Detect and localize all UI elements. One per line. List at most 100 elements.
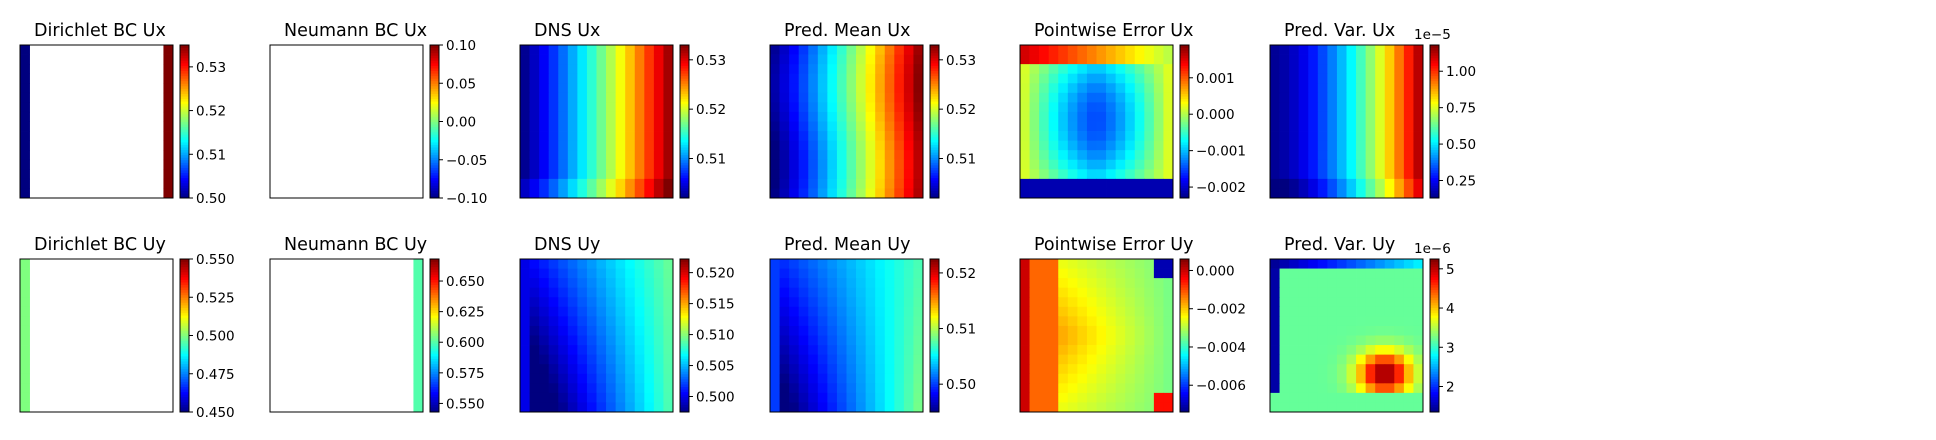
colorbar-segment <box>180 292 189 296</box>
heatmap-cell <box>1153 354 1164 365</box>
colorbar-segment <box>1180 274 1189 278</box>
colorbar-segment <box>680 406 689 410</box>
heatmap-cell <box>1086 45 1097 55</box>
colorbar-segment <box>180 134 189 138</box>
colorbar-segment <box>1180 338 1189 342</box>
heatmap-cell <box>1096 178 1107 189</box>
heatmap-cell <box>20 54 30 65</box>
heatmap-cell <box>1336 140 1347 151</box>
colorbar-segment <box>930 52 939 56</box>
heatmap-cell <box>577 287 588 298</box>
heatmap-cell <box>586 364 597 375</box>
heatmap-cell <box>817 306 828 317</box>
heatmap-cell <box>567 140 578 151</box>
heatmap-cell <box>1115 140 1126 151</box>
heatmap-cell <box>894 169 905 180</box>
heatmap-cell <box>894 335 905 346</box>
colorbar-segment <box>1180 45 1189 49</box>
heatmap-cell <box>1058 169 1069 180</box>
heatmap-cell <box>913 64 924 75</box>
heatmap-cell <box>1163 259 1174 269</box>
heatmap-cell <box>1413 121 1424 132</box>
heatmap-cell <box>548 45 559 55</box>
heatmap-cell <box>1308 354 1319 365</box>
colorbar-segment <box>430 180 439 184</box>
heatmap-cell <box>865 325 876 336</box>
heatmap-cell <box>1356 345 1367 356</box>
heatmap-cell <box>1134 92 1145 103</box>
colorbar-segment <box>430 266 439 270</box>
colorbar-segment <box>680 192 689 196</box>
heatmap-cell <box>1134 392 1145 403</box>
colorbar-segment <box>430 396 439 400</box>
colorbar-segment <box>680 124 689 128</box>
panel-empty-1: Neumann BC Ux−0.10−0.050.000.050.10 <box>269 21 487 207</box>
heatmap-cell <box>1289 92 1300 103</box>
colorbar-segment <box>180 325 189 329</box>
heatmap-cell <box>1096 345 1107 356</box>
heatmap-cell <box>903 402 914 413</box>
colorbar-tick-label: 0.510 <box>696 328 735 344</box>
colorbar-segment <box>1430 358 1439 362</box>
colorbar-segment <box>680 108 689 112</box>
colorbar-segment <box>930 391 939 395</box>
heatmap-cell <box>846 178 857 189</box>
heatmap-cell <box>1413 169 1424 180</box>
colorbar-segment <box>1180 152 1189 156</box>
heatmap-cell <box>1336 54 1347 65</box>
colorbar-segment <box>1430 284 1439 288</box>
colorbar-segment <box>930 195 939 199</box>
heatmap-cell <box>577 316 588 327</box>
heatmap-cell <box>798 169 809 180</box>
colorbar-segment <box>1180 169 1189 173</box>
heatmap-cell <box>1125 402 1136 413</box>
heatmap-cell <box>865 364 876 375</box>
heatmap-cell <box>1077 278 1088 289</box>
heatmap-cell <box>615 373 626 384</box>
heatmap-cell <box>1086 306 1097 317</box>
heatmap-cell <box>1327 178 1338 189</box>
colorbar-tick-label: −0.006 <box>1196 378 1246 394</box>
heatmap-cell <box>1039 306 1050 317</box>
colorbar-segment <box>1180 330 1189 334</box>
heatmap-cell <box>1115 345 1126 356</box>
heatmap-cell <box>596 297 607 308</box>
heatmap-cell <box>1163 392 1174 403</box>
heatmap-cell <box>875 297 886 308</box>
heatmap-cell <box>653 373 664 384</box>
heatmap-cell <box>1298 278 1309 289</box>
heatmap-cell <box>586 83 597 94</box>
colorbar-segment <box>1180 149 1189 153</box>
heatmap-cell <box>903 278 914 289</box>
heatmap-cell <box>663 131 674 142</box>
heatmap-cell <box>1086 392 1097 403</box>
heatmap-cell <box>644 297 655 308</box>
heatmap-cell <box>1077 92 1088 103</box>
colorbar-segment <box>430 276 439 280</box>
heatmap-cell <box>1039 45 1050 55</box>
colorbar-segment <box>1430 126 1439 130</box>
heatmap-cell <box>846 150 857 161</box>
heatmap-cell <box>770 287 780 298</box>
colorbar-segment <box>1180 345 1189 349</box>
colorbar-segment <box>930 266 939 270</box>
colorbar-segment <box>1180 75 1189 79</box>
heatmap-cell <box>520 54 530 65</box>
heatmap-cell <box>1308 73 1319 84</box>
colorbar-segment <box>1180 101 1189 105</box>
heatmap-cell <box>548 73 559 84</box>
heatmap-cell <box>520 92 530 103</box>
heatmap-cell <box>606 102 617 113</box>
heatmap-cell <box>1270 64 1280 75</box>
heatmap-cell <box>1134 345 1145 356</box>
heatmap-cell <box>1039 402 1050 413</box>
heatmap-cell <box>548 325 559 336</box>
colorbar-segment <box>1180 164 1189 168</box>
heatmap-cell <box>615 178 626 189</box>
colorbar-segment <box>430 60 439 64</box>
heatmap-cell <box>625 287 636 298</box>
heatmap-cell <box>1413 259 1424 269</box>
heatmap-cell <box>644 150 655 161</box>
colorbar-segment <box>430 355 439 359</box>
heatmap-cell <box>865 54 876 65</box>
